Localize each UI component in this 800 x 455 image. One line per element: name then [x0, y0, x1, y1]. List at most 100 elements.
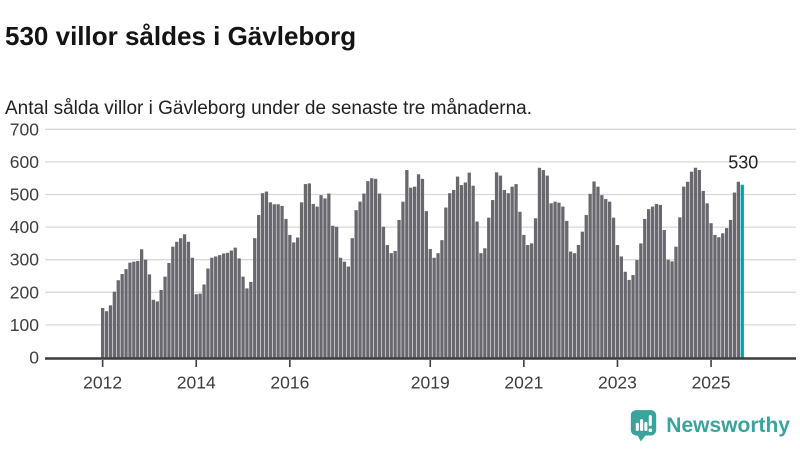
bar [374, 178, 378, 358]
y-axis-tick-label: 700 [10, 119, 39, 139]
bar [159, 290, 163, 358]
bar [623, 271, 627, 358]
bar [576, 245, 581, 358]
bar [526, 245, 530, 358]
x-axis-tick-label: 2016 [270, 373, 309, 393]
bar [424, 211, 428, 358]
bar [693, 167, 698, 358]
bar [179, 238, 183, 358]
bar [530, 243, 534, 358]
bar [284, 218, 288, 358]
bar [475, 221, 479, 358]
y-axis-tick-label: 500 [10, 185, 39, 205]
bar [444, 207, 448, 358]
x-axis-tick-label: 2023 [598, 373, 637, 393]
bar [416, 174, 421, 358]
bar [108, 305, 113, 358]
bar [338, 257, 343, 358]
bar [182, 234, 187, 358]
bar [128, 262, 132, 358]
bar [491, 200, 495, 358]
bar [257, 215, 261, 358]
bar [701, 190, 705, 358]
x-axis-tick-label: 2014 [177, 373, 216, 393]
bar [498, 175, 503, 358]
bar [202, 284, 206, 358]
bar [331, 225, 335, 358]
bar [420, 178, 425, 358]
bar [596, 186, 600, 358]
bar [389, 253, 393, 358]
bar [736, 181, 740, 358]
bar [662, 230, 666, 358]
bar [315, 206, 319, 358]
bar [631, 275, 635, 358]
highlighted-bar [740, 184, 744, 358]
bar [557, 202, 561, 358]
bar [206, 268, 210, 358]
y-axis-tick-label: 200 [10, 282, 39, 302]
bar [502, 189, 506, 358]
bar [186, 241, 191, 358]
bar [428, 248, 432, 358]
bar [686, 181, 690, 358]
bar [471, 185, 475, 358]
bar [463, 182, 467, 358]
bar [381, 226, 386, 358]
bar [518, 211, 522, 358]
bar [385, 245, 389, 358]
bar [459, 185, 464, 358]
bar [409, 187, 413, 358]
bar [354, 210, 358, 358]
bar [506, 193, 510, 358]
highlight-value-label: 530 [728, 153, 758, 173]
bar [140, 249, 144, 358]
bar [366, 181, 370, 358]
y-axis-tick-label: 400 [10, 217, 39, 237]
bar [276, 204, 280, 358]
bar [436, 253, 440, 358]
bar [101, 307, 105, 358]
bar [350, 238, 354, 358]
bar [377, 193, 382, 358]
bar [358, 201, 362, 358]
bar [522, 234, 526, 358]
bar [120, 274, 124, 358]
bar [116, 280, 120, 358]
bar [565, 220, 569, 358]
bar [721, 233, 725, 358]
bar [307, 183, 311, 358]
bar [190, 257, 194, 358]
bar [619, 256, 623, 358]
bar [487, 217, 491, 358]
bar [155, 301, 159, 358]
bar [370, 178, 374, 358]
bar [397, 219, 401, 358]
bar [448, 193, 452, 358]
bar [635, 260, 639, 358]
bar [725, 228, 729, 358]
bar [303, 184, 308, 358]
bar [674, 246, 678, 358]
bar [717, 237, 721, 358]
bar [210, 257, 214, 358]
bar [643, 218, 647, 358]
bar [549, 203, 553, 358]
bar [479, 253, 483, 358]
bar [455, 176, 460, 358]
bar [545, 175, 549, 358]
bar [104, 311, 109, 358]
bar [112, 291, 116, 358]
bar [533, 218, 538, 358]
chart-subtitle: Antal sålda villor i Gävleborg under de … [5, 98, 533, 119]
bar [494, 172, 499, 358]
bar [319, 195, 323, 358]
bar [732, 192, 737, 358]
bar [198, 293, 202, 358]
bar [569, 251, 573, 358]
bar [124, 269, 128, 358]
bar [163, 276, 167, 358]
bar [311, 203, 315, 358]
bar [584, 215, 588, 358]
